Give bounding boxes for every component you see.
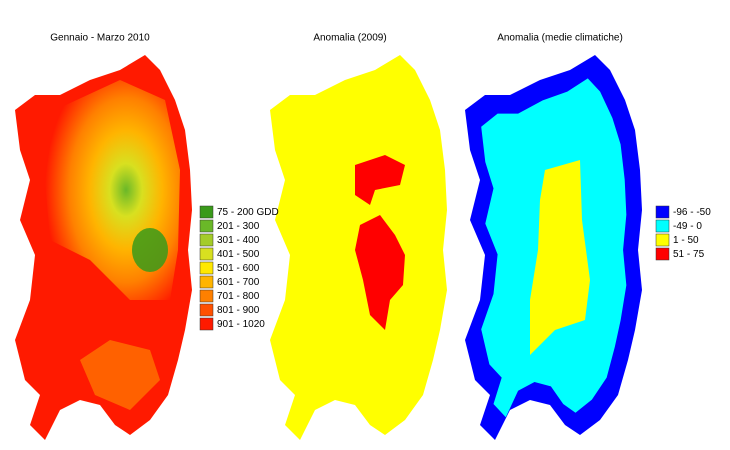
legend-label: 401 - 500: [217, 249, 260, 260]
map-gdd: [15, 55, 192, 440]
legend-label: 801 - 900: [217, 305, 260, 316]
legend-label: 901 - 1020: [217, 319, 265, 330]
legend-label: 701 - 800: [217, 291, 260, 302]
map-title: Anomalia (2009): [313, 33, 386, 44]
legend-swatch: [199, 317, 214, 331]
legend-swatch: [655, 205, 670, 219]
legend-swatch: [199, 247, 214, 261]
legend-label: 75 - 200 GDD: [217, 207, 279, 218]
legend-swatch: [199, 261, 214, 275]
legend-label: 601 - 700: [217, 277, 260, 288]
legend-swatch: [199, 289, 214, 303]
map-title: Anomalia (medie climatiche): [497, 33, 623, 44]
legend-swatch: [199, 303, 214, 317]
map-anomaly-2009: [270, 55, 447, 440]
legend-label: 201 - 300: [217, 221, 260, 232]
legend-swatch: [655, 233, 670, 247]
legend-label: -96 - -50: [673, 207, 711, 218]
legend-label: -49 - 0: [673, 221, 702, 232]
legend-label: 1 - 50: [673, 235, 699, 246]
legend-swatch: [199, 233, 214, 247]
legend-swatch: [655, 219, 670, 233]
legend-swatch: [655, 247, 670, 261]
legend-swatch: [199, 205, 214, 219]
legend-label: 51 - 75: [673, 249, 705, 260]
map-title: Gennaio - Marzo 2010: [50, 33, 150, 44]
legends: 75 - 200 GDD 201 - 300 301 - 400 401 - 500 5…: [199, 205, 711, 331]
legend-label: 301 - 400: [217, 235, 260, 246]
legend-label: 501 - 600: [217, 263, 260, 274]
legend-swatch: [199, 219, 214, 233]
map-anomaly-climate: [465, 55, 642, 440]
legend-swatch: [199, 275, 214, 289]
